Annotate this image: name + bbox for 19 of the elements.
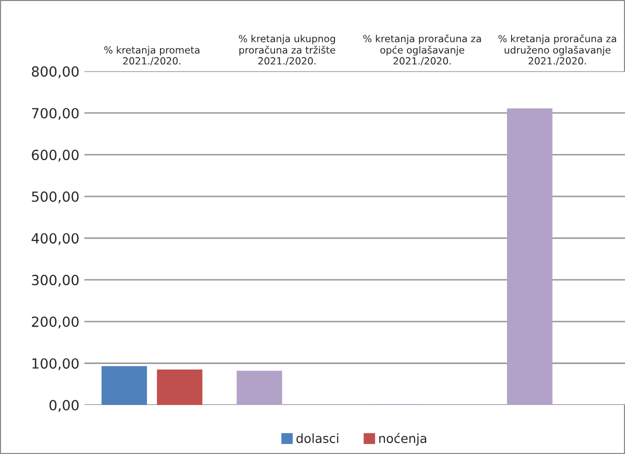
y-tick-label: 300,00 [32, 274, 79, 287]
y-tick-label: 200,00 [32, 316, 79, 328]
y-tick-label: 500,00 [32, 191, 79, 204]
y-tick-label: 600,00 [32, 150, 79, 162]
x-tick-label: % kretanja proračuna za opće oglašavanje 2021./2020. [363, 34, 481, 66]
y-tick-label: 800,00 [32, 66, 79, 78]
x-tick-label: % kretanja prometa 2021./2020. [104, 46, 200, 66]
bar [102, 366, 147, 405]
x-tick-label: % kretanja proračuna za udruženo oglašavanje 2021./2020. [498, 34, 616, 66]
bar [506, 108, 552, 405]
y-tick-label: 0,00 [50, 400, 79, 412]
x-tick-label: % kretanja ukupnog proračuna za tržište 2021./2020. [238, 34, 336, 66]
legend-label: noćenja [379, 432, 426, 446]
legend-label: dolasci [296, 433, 338, 444]
y-tick-label: 700,00 [32, 108, 79, 120]
bar [156, 370, 202, 405]
bar [236, 370, 282, 405]
y-tick-label: 400,00 [32, 233, 79, 246]
y-tick-label: 100,00 [32, 358, 79, 370]
